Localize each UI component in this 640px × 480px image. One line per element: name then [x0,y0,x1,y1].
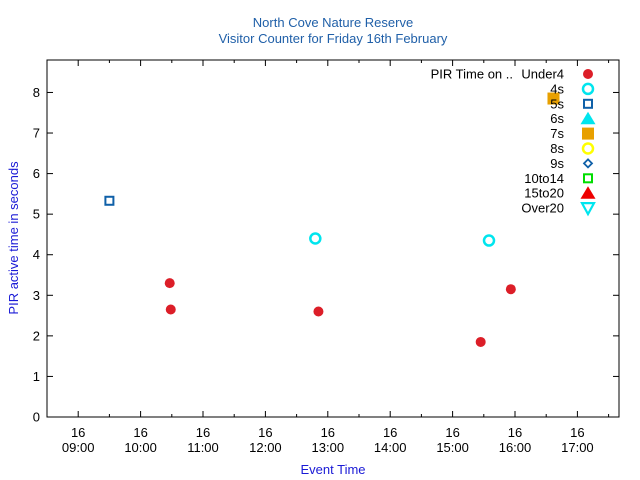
x-tick-time: 17:00 [561,440,594,455]
data-point [309,232,322,245]
legend-symbol [583,69,593,79]
data-points [104,92,560,347]
legend-label: 4s [550,81,564,96]
x-tick-time: 15:00 [436,440,469,455]
x-tick-day: 16 [508,425,522,440]
y-tick-label: 8 [33,85,40,100]
chart-title: North Cove Nature Reserve [253,15,413,30]
data-point [475,336,486,347]
x-tick-day: 16 [196,425,210,440]
x-tick-time: 10:00 [124,440,157,455]
legend-label: 10to14 [524,171,564,186]
y-tick-label: 2 [33,328,40,343]
x-tick-time: 09:00 [62,440,95,455]
plot-frame [46,59,620,418]
legend-label: Over20 [521,201,564,216]
legend-symbol [583,98,593,109]
x-tick-day: 16 [321,425,335,440]
legend-title: PIR Time on .. [431,67,513,82]
legend-symbol [581,82,595,96]
x-tick-day: 16 [383,425,397,440]
legend-label: 7s [550,126,564,141]
legend-label: 8s [550,141,564,156]
y-tick-label: 6 [33,166,40,181]
data-point [164,278,175,289]
legend-label: Under4 [521,67,564,82]
x-tick-day: 16 [133,425,147,440]
y-tick-label: 1 [33,369,40,384]
data-point [505,284,516,295]
legend-symbol [582,127,594,140]
x-tick-time: 12:00 [249,440,282,455]
x-tick-time: 16:00 [499,440,532,455]
axis-ticks: 0123456781609:001610:001611:001612:00161… [33,60,619,455]
data-point [482,234,496,247]
data-point [313,306,324,317]
y-tick-label: 4 [33,247,40,262]
legend-label: 6s [550,111,564,126]
data-point [104,195,115,206]
legend-label: 15to20 [524,186,564,201]
x-tick-time: 14:00 [374,440,407,455]
x-tick-day: 16 [570,425,584,440]
x-tick-day: 16 [258,425,272,440]
x-tick-time: 13:00 [312,440,345,455]
y-tick-label: 3 [33,288,40,303]
y-tick-label: 0 [33,410,40,425]
legend-symbol [580,186,596,199]
legend-symbol [583,173,593,184]
x-tick-time: 11:00 [187,440,219,455]
legend-symbol [580,111,596,125]
x-axis-label: Event Time [300,462,365,477]
x-tick-day: 16 [445,425,459,440]
legend-symbol [580,202,596,217]
data-point [165,304,176,315]
y-axis-label: PIR active time in seconds [6,161,21,315]
y-tick-label: 7 [33,126,40,141]
x-tick-day: 16 [71,425,85,440]
legend-label: 5s [550,96,564,111]
y-tick-label: 5 [33,207,40,222]
legend-symbol [582,158,594,169]
legend-label: 9s [550,156,564,171]
legend-symbol [581,142,595,155]
chart-subtitle: Visitor Counter for Friday 16th February [219,31,448,46]
data-point [547,92,560,105]
